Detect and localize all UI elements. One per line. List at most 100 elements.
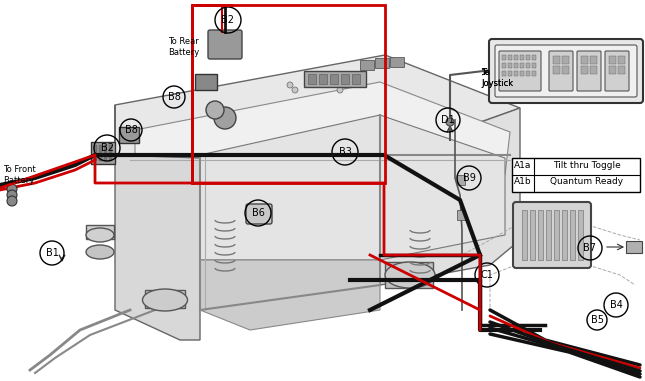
Bar (530, 210, 535, 260)
Polygon shape (380, 108, 520, 285)
Bar (520, 55, 524, 60)
Bar (520, 63, 524, 68)
FancyBboxPatch shape (304, 71, 366, 87)
Bar (526, 63, 530, 68)
Text: B9: B9 (462, 173, 475, 183)
Bar (581, 56, 588, 64)
Text: To Front
Battery: To Front Battery (3, 165, 35, 185)
Bar (581, 66, 588, 74)
Text: B2: B2 (221, 15, 235, 25)
FancyBboxPatch shape (499, 51, 541, 91)
Ellipse shape (143, 289, 188, 311)
Circle shape (206, 101, 224, 119)
Circle shape (214, 107, 236, 129)
Text: To
Joystick: To Joystick (481, 68, 513, 88)
Bar (526, 55, 530, 60)
FancyBboxPatch shape (577, 51, 601, 91)
Bar (532, 63, 536, 68)
Text: B2: B2 (101, 143, 114, 153)
Bar (514, 63, 518, 68)
Bar (514, 71, 518, 76)
Bar (590, 66, 597, 74)
Bar (514, 55, 518, 60)
FancyBboxPatch shape (246, 204, 272, 224)
Bar (609, 66, 616, 74)
Bar (109, 145, 112, 161)
Circle shape (7, 184, 17, 194)
Bar (553, 56, 560, 64)
Bar (86, 225, 114, 239)
Text: A1a: A1a (514, 162, 531, 171)
Circle shape (292, 87, 298, 93)
Bar (538, 210, 543, 260)
Bar (520, 71, 524, 76)
Text: Quantum Ready: Quantum Ready (550, 178, 624, 187)
FancyBboxPatch shape (208, 30, 242, 59)
FancyBboxPatch shape (91, 142, 115, 164)
Bar (457, 210, 465, 220)
Bar (562, 66, 569, 74)
Bar (562, 210, 567, 260)
Bar (618, 66, 625, 74)
Bar (330, 74, 338, 84)
Bar (570, 210, 575, 260)
Bar (502, 71, 506, 76)
Text: B8: B8 (168, 92, 181, 102)
Bar (99, 145, 102, 161)
Bar (546, 210, 551, 260)
Bar (590, 56, 597, 64)
Bar (618, 56, 625, 64)
Bar (308, 74, 316, 84)
Ellipse shape (385, 262, 435, 288)
FancyBboxPatch shape (195, 74, 217, 90)
Circle shape (446, 118, 454, 126)
Ellipse shape (86, 228, 114, 242)
Bar (508, 71, 512, 76)
FancyBboxPatch shape (489, 39, 643, 103)
Bar (502, 63, 506, 68)
Bar (512, 158, 640, 192)
Text: To Rear
Battery: To Rear Battery (168, 37, 199, 57)
Text: C1: C1 (481, 270, 493, 280)
Text: A1b: A1b (514, 178, 532, 187)
Bar (457, 175, 465, 185)
Polygon shape (115, 55, 520, 158)
Polygon shape (115, 105, 200, 340)
Circle shape (7, 190, 17, 200)
Polygon shape (200, 260, 380, 330)
Bar (508, 63, 512, 68)
Circle shape (287, 82, 293, 88)
Text: D1: D1 (441, 115, 455, 125)
Text: Tilt thru Toggle: Tilt thru Toggle (553, 162, 621, 171)
Bar (145, 290, 185, 308)
Circle shape (7, 196, 17, 206)
Text: B1: B1 (46, 248, 59, 258)
FancyBboxPatch shape (119, 127, 139, 143)
Text: B5: B5 (591, 315, 604, 325)
Bar (554, 210, 559, 260)
FancyBboxPatch shape (513, 202, 591, 268)
Bar (352, 74, 360, 84)
Bar (319, 74, 327, 84)
Bar (522, 210, 527, 260)
Bar (375, 58, 389, 68)
Bar (341, 74, 349, 84)
Circle shape (342, 82, 348, 88)
Bar (508, 55, 512, 60)
Text: To
Joystick: To Joystick (481, 68, 513, 88)
Circle shape (337, 87, 343, 93)
Text: B8: B8 (124, 125, 137, 135)
Text: B4: B4 (610, 300, 622, 310)
Ellipse shape (86, 245, 114, 259)
Bar (192, 5, 385, 183)
FancyBboxPatch shape (626, 241, 642, 253)
Bar (104, 145, 107, 161)
Bar (526, 71, 530, 76)
Text: B6: B6 (252, 208, 264, 218)
Bar (385, 262, 433, 288)
Bar (553, 66, 560, 74)
Polygon shape (200, 115, 505, 260)
Bar (390, 57, 404, 67)
FancyBboxPatch shape (549, 51, 573, 91)
Polygon shape (135, 82, 510, 175)
